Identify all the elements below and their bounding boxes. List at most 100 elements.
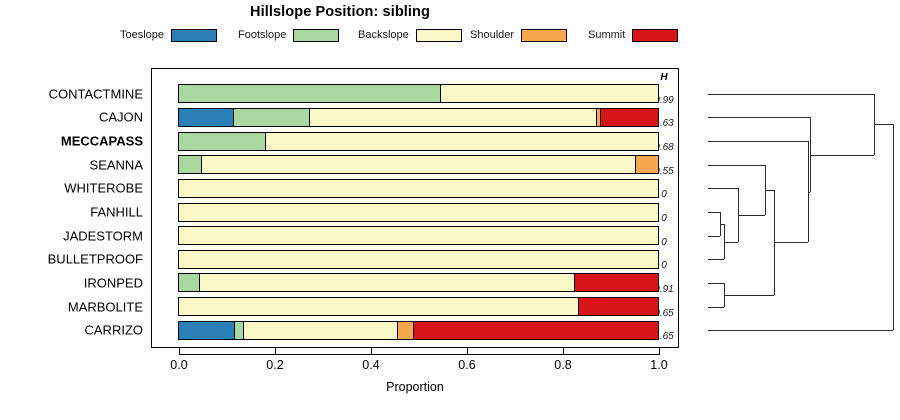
bar-segment-footslope[interactable] [178, 131, 267, 151]
y-axis-label: MARBOLITE [67, 299, 143, 315]
bar-segment-footslope[interactable] [178, 84, 441, 104]
dendrogram-branch [708, 117, 810, 119]
bar-segment-summit[interactable] [412, 320, 659, 340]
bar-row[interactable] [151, 202, 679, 222]
legend-item-label: Summit [588, 29, 626, 41]
bar-segment-toeslope[interactable] [178, 320, 235, 340]
bar-track [178, 107, 659, 127]
bar-track [178, 273, 659, 293]
dendrogram-branch [708, 93, 874, 95]
legend-swatch-toeslope [171, 28, 218, 42]
legend-swatch-backslope [415, 28, 462, 42]
bar-segment-backslope[interactable] [178, 249, 659, 269]
bar-segment-summit[interactable] [577, 297, 659, 317]
dendrogram-branch [724, 294, 774, 296]
x-axis: 0.0 0.2 0.4 0.6 0.8 1.0 [151, 348, 679, 388]
legend-item-footslope[interactable]: Footslope [238, 26, 340, 44]
legend-item-label: Footslope [238, 29, 287, 41]
dendrogram-branch [893, 124, 894, 331]
bar-segment-footslope[interactable] [178, 273, 200, 293]
h-column-header: H [660, 72, 668, 83]
bar-segment-backslope[interactable] [265, 131, 659, 151]
dendrogram-branch [808, 141, 809, 243]
bar-segment-shoulder[interactable] [634, 155, 659, 175]
bar-segment-summit[interactable] [599, 107, 659, 127]
x-axis-tick-label: 1.0 [650, 358, 668, 372]
h-value: 1.65 [654, 331, 674, 343]
x-axis-tick [659, 348, 660, 355]
bar-row[interactable] [151, 178, 679, 198]
bar-row[interactable] [151, 131, 679, 151]
dendrogram-branch [708, 282, 724, 284]
legend-item-toeslope[interactable]: Toeslope [120, 26, 218, 44]
bar-track [178, 226, 659, 246]
y-axis-label: CAJON [98, 109, 143, 125]
bar-row[interactable] [151, 249, 679, 269]
bar-row[interactable] [151, 155, 679, 175]
legend-item-label: Backslope [358, 29, 409, 41]
h-value: 0.68 [654, 142, 674, 154]
legend-item-summit[interactable]: Summit [588, 26, 679, 44]
bar-row[interactable] [151, 273, 679, 293]
h-column: H 0.99 1.63 0.68 0.55 0 0 0 0 0.91 0.65 1.65 [650, 68, 678, 348]
h-value: 0.99 [654, 94, 674, 106]
bar-row[interactable] [151, 84, 679, 104]
dendrogram-branch [708, 164, 765, 166]
bar-track [178, 84, 659, 104]
x-axis-tick-label: 0.6 [458, 358, 476, 372]
h-value: 0.91 [654, 283, 674, 295]
bar-segment-backslope[interactable] [178, 297, 579, 317]
y-axis-label: MECCAPASS [60, 133, 143, 149]
dendrogram-branch [810, 154, 874, 156]
dendrogram-branch [738, 188, 739, 242]
h-value: 1.63 [654, 118, 674, 130]
bar-segment-footslope[interactable] [232, 107, 311, 127]
bar-segment-toeslope[interactable] [178, 107, 234, 127]
legend-swatch-shoulder [521, 28, 568, 42]
h-value: 0 [661, 189, 667, 201]
page-title: Hillslope Position: sibling [250, 4, 430, 20]
x-axis-tick-label: 0.2 [266, 358, 284, 372]
y-axis-label: SEANNA [89, 157, 143, 173]
bar-row[interactable] [151, 320, 679, 340]
bar-segment-backslope[interactable] [178, 178, 659, 198]
dendrogram-branch [708, 235, 720, 237]
x-axis-tick [467, 348, 468, 355]
bar-segment-footslope[interactable] [233, 320, 244, 340]
y-axis-label: CARRIZO [84, 322, 144, 338]
y-axis-label: CONTACTMINE [48, 86, 143, 102]
x-axis-tick [371, 348, 372, 355]
h-value: 0 [661, 236, 667, 248]
bar-row[interactable] [151, 226, 679, 246]
bar-row[interactable] [151, 107, 679, 127]
legend-item-label: Shoulder [470, 29, 515, 41]
bar-segment-footslope[interactable] [178, 155, 203, 175]
bar-track [178, 131, 659, 151]
bar-segment-backslope[interactable] [201, 155, 636, 175]
dendrogram-branch [738, 214, 765, 216]
dendrogram-branch [708, 212, 720, 213]
bar-track [178, 249, 659, 269]
dendrogram [686, 60, 900, 360]
legend-swatch-footslope [293, 28, 340, 42]
legend-item-shoulder[interactable]: Shoulder [470, 26, 568, 44]
bar-segment-summit[interactable] [574, 273, 659, 293]
x-axis-tick-label: 0.4 [362, 358, 380, 372]
bar-segment-backslope[interactable] [242, 320, 398, 340]
bar-segment-shoulder[interactable] [396, 320, 414, 340]
dendrogram-branch [708, 259, 724, 261]
h-value: 0.55 [654, 165, 674, 177]
bar-segment-backslope[interactable] [439, 84, 659, 104]
bar-segment-backslope[interactable] [178, 226, 659, 246]
bar-row[interactable] [151, 297, 679, 317]
legend-item-backslope[interactable]: Backslope [358, 26, 462, 44]
bar-segment-backslope[interactable] [309, 107, 598, 127]
stacked-bars [151, 68, 679, 348]
y-axis-labels: CONTACTMINE CAJON MECCAPASS SEANNA WHITEROBE… [0, 68, 147, 348]
bar-segment-backslope[interactable] [198, 273, 576, 293]
legend-item-label: Toeslope [120, 29, 165, 41]
bar-track [178, 202, 659, 222]
x-axis-tick-label: 0.0 [170, 358, 188, 372]
bar-segment-backslope[interactable] [178, 202, 659, 222]
dendrogram-branch [724, 241, 738, 243]
